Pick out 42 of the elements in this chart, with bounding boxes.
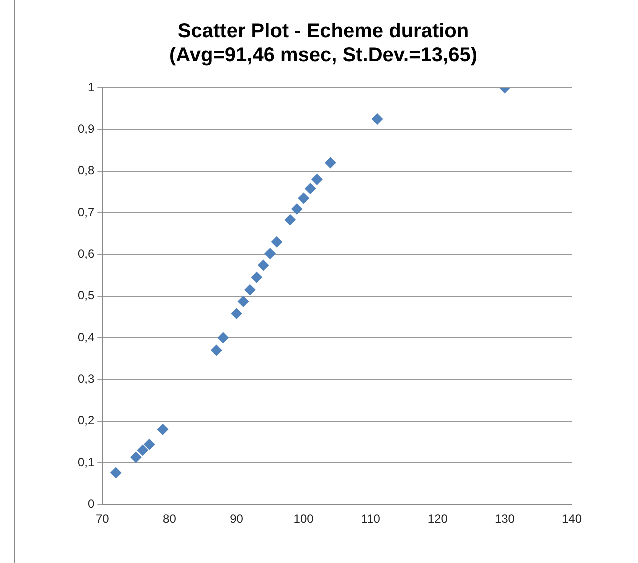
- point: [231, 308, 242, 320]
- point: [258, 260, 270, 271]
- x-tick-label: 80: [163, 512, 177, 526]
- y-tick-label: 0: [88, 496, 95, 511]
- point: [244, 284, 256, 296]
- point: [211, 344, 222, 356]
- point: [264, 248, 276, 260]
- point: [292, 204, 303, 215]
- point: [238, 296, 249, 308]
- point: [305, 183, 316, 194]
- x-tick-label: 70: [96, 512, 110, 526]
- point: [372, 114, 384, 125]
- point: [110, 467, 122, 478]
- x-tick-label: 120: [428, 512, 448, 526]
- point: [325, 157, 336, 168]
- y-tick-label: 0,1: [78, 455, 95, 470]
- x-tick-label: 90: [230, 512, 244, 526]
- point: [144, 439, 156, 450]
- point: [137, 444, 148, 456]
- point: [312, 174, 323, 186]
- y-tick-label: 0,8: [78, 164, 95, 178]
- point: [272, 236, 282, 248]
- y-tick-label: 0,5: [78, 288, 95, 303]
- point: [298, 192, 310, 204]
- x-tick-label: 100: [294, 512, 314, 526]
- point: [251, 272, 262, 284]
- y-tick-label: 0,7: [78, 205, 95, 220]
- point: [284, 214, 296, 226]
- y-tick-label: 0,9: [78, 122, 95, 136]
- text: (Avg=91,46 msec, St.Dev.=13,65): [170, 44, 478, 67]
- y-tick-label: 0,6: [78, 246, 95, 261]
- x-tick-label: 130: [494, 512, 516, 526]
- x-tick-label: 140: [562, 512, 582, 526]
- point: [218, 332, 229, 344]
- y-tick-label: 1: [88, 80, 95, 94]
- y-tick-label: 0,3: [78, 372, 95, 386]
- point: [130, 452, 142, 464]
- x-tick-label: 110: [361, 512, 381, 526]
- text: Scatter Plot - Echeme duration: [178, 20, 470, 43]
- y-tick-label: 0,4: [78, 330, 95, 344]
- y-tick-label: 0,2: [78, 414, 95, 428]
- point: [158, 424, 169, 436]
